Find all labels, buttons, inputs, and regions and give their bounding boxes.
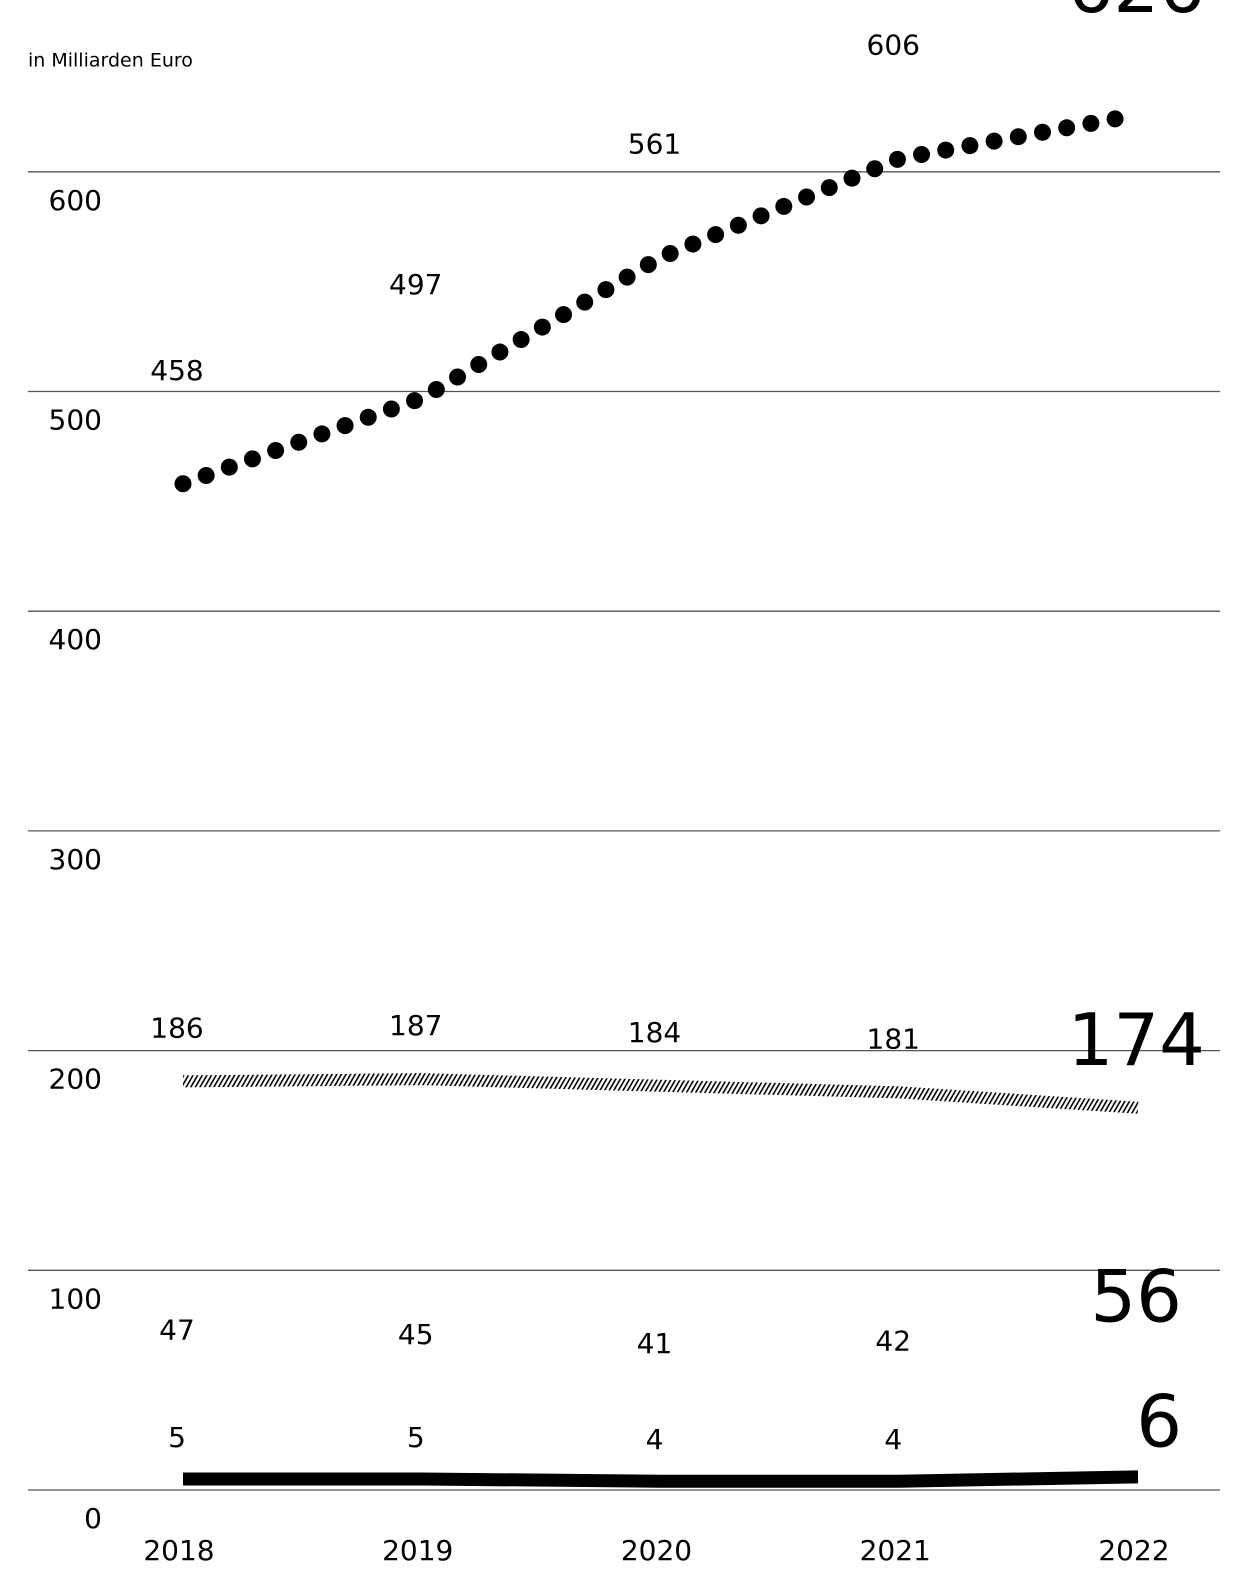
end-value-label: 6 bbox=[1136, 1379, 1182, 1463]
data-label: 186 bbox=[150, 1011, 203, 1044]
series-line bbox=[182, 1361, 1139, 1406]
data-label: 561 bbox=[628, 127, 681, 160]
data-label: 42 bbox=[875, 1325, 911, 1358]
x-tick-label: 2021 bbox=[860, 1534, 931, 1567]
y-tick-label: 300 bbox=[49, 843, 102, 876]
data-label: 497 bbox=[389, 268, 442, 301]
data-label: 41 bbox=[637, 1327, 673, 1360]
x-tick-label: 2019 bbox=[382, 1534, 453, 1567]
x-tick-label: 2020 bbox=[621, 1534, 692, 1567]
data-label: 5 bbox=[407, 1421, 425, 1454]
data-label: 4 bbox=[646, 1423, 664, 1456]
y-tick-label: 400 bbox=[49, 623, 102, 656]
data-label: 4 bbox=[884, 1423, 902, 1456]
unit-label: in Milliarden Euro bbox=[28, 50, 193, 72]
series-line bbox=[182, 1073, 1139, 1114]
data-label: 5 bbox=[168, 1421, 186, 1454]
end-value-label: 174 bbox=[1068, 998, 1205, 1082]
series-line bbox=[183, 1470, 1139, 1488]
data-label: 45 bbox=[398, 1318, 434, 1351]
data-label: 184 bbox=[628, 1016, 681, 1049]
data-label: 187 bbox=[389, 1009, 442, 1042]
series-line bbox=[174, 106, 1147, 493]
data-label: 458 bbox=[150, 354, 203, 387]
end-value-label: 56 bbox=[1090, 1254, 1182, 1338]
y-tick-label: 500 bbox=[49, 404, 102, 437]
y-tick-label: 600 bbox=[49, 184, 102, 217]
y-tick-label: 100 bbox=[49, 1282, 102, 1315]
data-label: 606 bbox=[867, 29, 920, 62]
data-label: 47 bbox=[159, 1314, 195, 1347]
y-tick-label: 200 bbox=[49, 1063, 102, 1096]
x-tick-label: 2018 bbox=[143, 1534, 214, 1567]
end-value-label: 626 bbox=[1068, 0, 1205, 29]
y-tick-label: 0 bbox=[84, 1502, 102, 1535]
data-label: 181 bbox=[867, 1022, 920, 1055]
x-tick-label: 2022 bbox=[1098, 1534, 1169, 1567]
